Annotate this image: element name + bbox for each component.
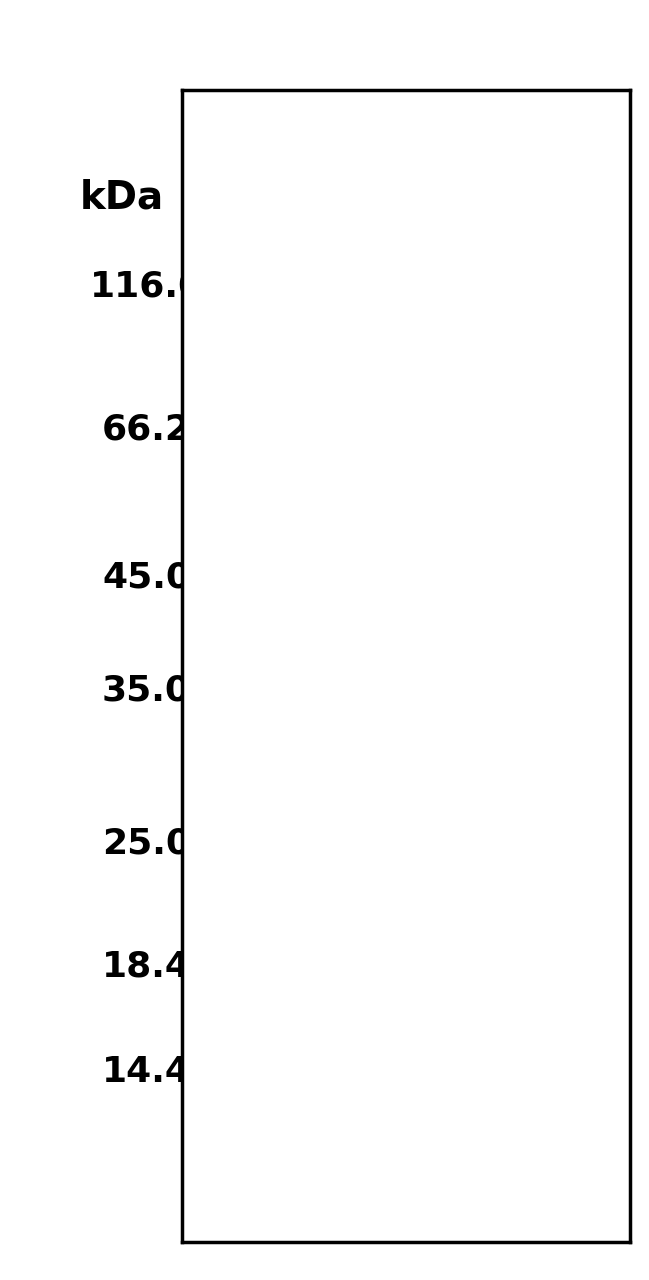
Text: 18.4: 18.4: [102, 950, 191, 984]
Text: 35.0: 35.0: [102, 673, 191, 708]
Text: R: R: [454, 179, 484, 216]
Text: kDa: kDa: [79, 179, 164, 216]
FancyBboxPatch shape: [222, 223, 569, 1110]
Text: 45.0: 45.0: [102, 561, 191, 594]
Text: M: M: [271, 179, 309, 216]
Text: 66.2: 66.2: [102, 412, 191, 447]
Text: 116.0: 116.0: [90, 270, 204, 303]
Text: 14.4: 14.4: [102, 1055, 191, 1089]
Text: 25.0: 25.0: [102, 827, 191, 860]
